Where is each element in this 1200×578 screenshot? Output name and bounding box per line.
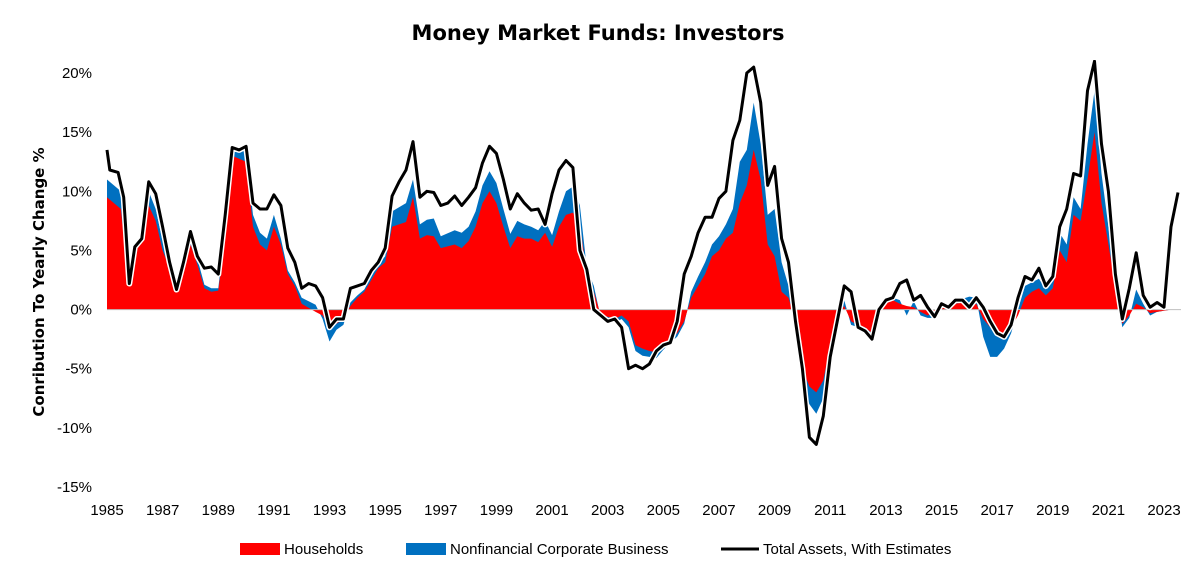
chart-title: Money Market Funds: Investors — [412, 21, 785, 45]
x-tick-label: 2015 — [925, 502, 958, 519]
legend-households: Households — [240, 541, 363, 558]
x-tick-label: 2003 — [591, 502, 624, 519]
legend-nonfinancial-text: Nonfinancial Corporate Business — [450, 541, 668, 558]
legend-nonfinancial-swatch — [406, 543, 446, 555]
y-tick-label: -5% — [65, 361, 92, 378]
legend-total-assets: Total Assets, With Estimates — [721, 541, 951, 558]
nonfinancial-corporate-area — [107, 90, 1171, 414]
x-tick-label: 1997 — [424, 502, 457, 519]
x-tick-label: 1985 — [90, 502, 123, 519]
x-tick-label: 2009 — [758, 502, 791, 519]
y-tick-label: 0% — [70, 302, 92, 319]
x-tick-label: 2013 — [869, 502, 902, 519]
x-tick-label: 2005 — [647, 502, 680, 519]
x-tick-label: 2021 — [1092, 502, 1125, 519]
plot-area — [104, 60, 1181, 448]
x-tick-label: 2019 — [1036, 502, 1069, 519]
households-area — [107, 132, 1171, 393]
x-tick-label: 2007 — [702, 502, 735, 519]
legend-households-swatch — [240, 543, 280, 555]
x-tick-label: 1995 — [368, 502, 401, 519]
x-tick-label: 2011 — [814, 502, 846, 519]
legend: Households Nonfinancial Corporate Busines… — [240, 541, 951, 558]
x-tick-label: 1993 — [313, 502, 346, 519]
x-tick-label: 1991 — [257, 502, 290, 519]
y-axis-label: Conribution To Yearly Change % — [30, 147, 48, 416]
x-axis-ticks: 1985 1987 1989 1991 1993 1995 1997 1999 2001 2003… — [90, 502, 1180, 519]
x-tick-label: 2001 — [535, 502, 568, 519]
y-tick-label: 10% — [62, 183, 92, 200]
x-tick-label: 1989 — [202, 502, 235, 519]
x-tick-label: 1987 — [146, 502, 179, 519]
y-axis-ticks: -15% -10% -5% 0% 5% 10% 15% 20% — [57, 65, 92, 496]
y-tick-label: 15% — [62, 124, 92, 141]
series-lines — [104, 60, 1181, 448]
total-assets-line — [105, 60, 1180, 446]
series-areas — [107, 90, 1171, 414]
y-tick-label: -10% — [57, 420, 92, 437]
y-tick-label: 20% — [62, 65, 92, 82]
x-tick-label: 2017 — [980, 502, 1013, 519]
legend-nonfinancial: Nonfinancial Corporate Business — [406, 541, 668, 558]
x-tick-label: 1999 — [480, 502, 513, 519]
y-tick-label: -15% — [57, 479, 92, 496]
legend-households-text: Households — [284, 541, 363, 558]
x-tick-label: 2023 — [1147, 502, 1180, 519]
y-tick-label: 5% — [70, 242, 92, 259]
legend-total-assets-text: Total Assets, With Estimates — [763, 541, 951, 558]
